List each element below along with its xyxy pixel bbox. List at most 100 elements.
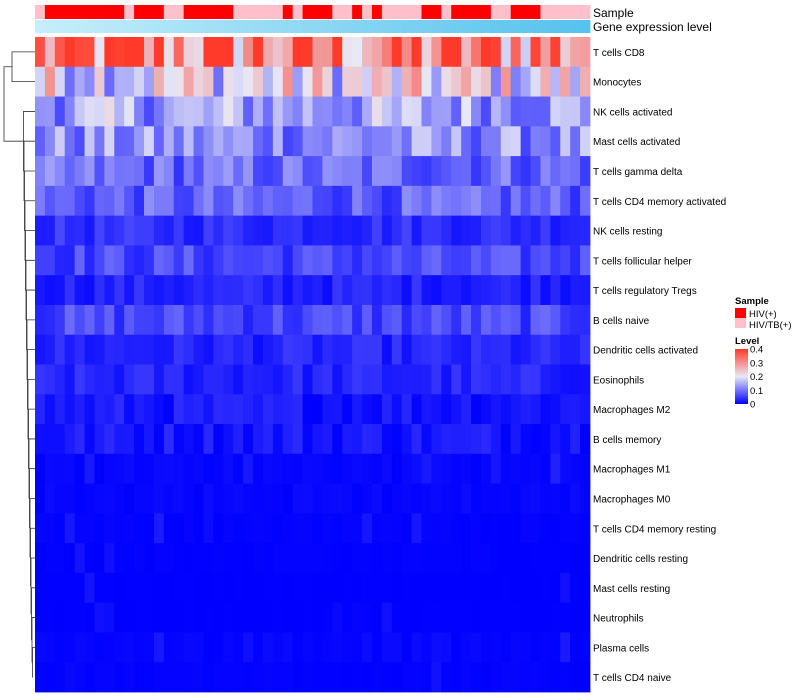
heatmap-cell: [352, 513, 363, 544]
heatmap-cell: [490, 96, 502, 127]
heatmap-cell: [461, 632, 472, 663]
heatmap-cell: [391, 572, 403, 604]
heatmap-cell: [74, 394, 85, 425]
heatmap-cell: [183, 602, 194, 633]
row-label: B cells naive: [593, 316, 650, 327]
row-dendrogram: [3, 51, 35, 678]
heatmap-cell: [401, 602, 413, 633]
heatmap-cell: [292, 453, 303, 484]
heatmap-cell: [352, 334, 363, 365]
heatmap-cell: [480, 543, 492, 574]
sample-annotation-cell: [124, 5, 135, 19]
heatmap-cell: [253, 394, 264, 425]
heatmap-cell: [94, 245, 105, 276]
heatmap-cell: [431, 602, 442, 633]
expression-annotation-cell: [510, 20, 522, 33]
heatmap-cell: [35, 275, 46, 306]
heatmap-cell: [421, 215, 432, 246]
heatmap-cell: [332, 126, 343, 157]
sample-annotation-cell: [540, 5, 551, 19]
heatmap-cell: [223, 424, 234, 455]
heatmap-cell: [550, 96, 561, 127]
heatmap-cell: [104, 215, 115, 246]
heatmap-cell: [471, 424, 482, 455]
heatmap-cell: [391, 424, 403, 455]
heatmap-cell: [163, 364, 175, 395]
heatmap-cell: [213, 96, 224, 127]
heatmap-cell: [124, 275, 135, 306]
heatmap-cell: [550, 215, 561, 246]
heatmap-cell: [540, 424, 551, 455]
heatmap-cell: [510, 245, 522, 276]
heatmap-cell: [203, 334, 214, 365]
heatmap-cell: [332, 453, 343, 484]
expression-annotation-cell: [153, 20, 165, 33]
heatmap-cell: [282, 543, 294, 574]
heatmap-cell: [44, 632, 56, 663]
heatmap-cell: [401, 513, 413, 544]
heatmap-cell: [312, 602, 323, 633]
heatmap-cell: [431, 215, 442, 246]
heatmap-cell: [104, 543, 115, 574]
heatmap-cell: [163, 513, 175, 544]
heatmap-cell: [262, 185, 274, 217]
heatmap-cell: [550, 334, 561, 365]
heatmap-cell: [74, 245, 85, 276]
heatmap-cell: [44, 453, 56, 484]
heatmap-cell: [550, 424, 561, 455]
sample-annotation-cell: [342, 5, 353, 19]
heatmap-cell: [451, 126, 462, 157]
level-tick-label: 0.4: [750, 345, 763, 356]
heatmap-cell: [104, 424, 115, 455]
heatmap-cell: [520, 602, 531, 633]
heatmap-cell: [421, 304, 432, 336]
expression-annotation-cell: [560, 20, 571, 33]
heatmap-cell: [352, 245, 363, 276]
heatmap-cell: [163, 602, 175, 633]
heatmap-cell: [312, 66, 323, 97]
heatmap-cell: [35, 245, 46, 276]
heatmap-cell: [480, 185, 492, 217]
heatmap-cell: [540, 483, 551, 514]
heatmap-cell: [173, 304, 185, 336]
row-label: NK cells resting: [593, 227, 662, 238]
heatmap-cell: [84, 215, 95, 246]
heatmap-cell: [64, 334, 76, 365]
heatmap-cell: [292, 37, 303, 68]
heatmap-cell: [381, 245, 393, 276]
heatmap-cell: [193, 424, 204, 455]
annotation-bars: [35, 5, 591, 33]
heatmap-cell: [332, 275, 343, 306]
heatmap-cell: [144, 632, 155, 663]
heatmap-cell: [490, 185, 502, 217]
heatmap-cell: [213, 424, 224, 455]
heatmap-cell: [124, 96, 135, 127]
heatmap-cell: [94, 543, 105, 574]
heatmap-cell: [302, 275, 313, 306]
heatmap-cell: [64, 96, 76, 127]
heatmap-cell: [223, 662, 234, 693]
heatmap-cell: [262, 424, 274, 455]
heatmap-cell: [540, 513, 551, 544]
heatmap-cell: [352, 543, 363, 574]
heatmap-cell: [530, 632, 541, 663]
heatmap-cell: [362, 424, 373, 455]
heatmap-cell: [114, 126, 125, 157]
heatmap-cell: [322, 483, 333, 514]
heatmap-cell: [124, 215, 135, 246]
heatmap-cell: [282, 334, 294, 365]
heatmap-cell: [421, 572, 432, 604]
heatmap-cell: [114, 275, 125, 306]
heatmap-cell: [35, 66, 46, 97]
heatmap-cell: [35, 453, 46, 484]
heatmap-cell: [550, 304, 561, 336]
heatmap-cell: [431, 126, 442, 157]
sample-annotation-cell: [153, 5, 165, 19]
heatmap-cell: [490, 275, 502, 306]
sample-annotation-cell: [362, 5, 373, 19]
heatmap-cell: [500, 513, 512, 544]
heatmap-cell: [74, 126, 85, 157]
heatmap-cell: [520, 483, 531, 514]
heatmap-cell: [74, 662, 85, 693]
heatmap-cell: [124, 394, 135, 425]
